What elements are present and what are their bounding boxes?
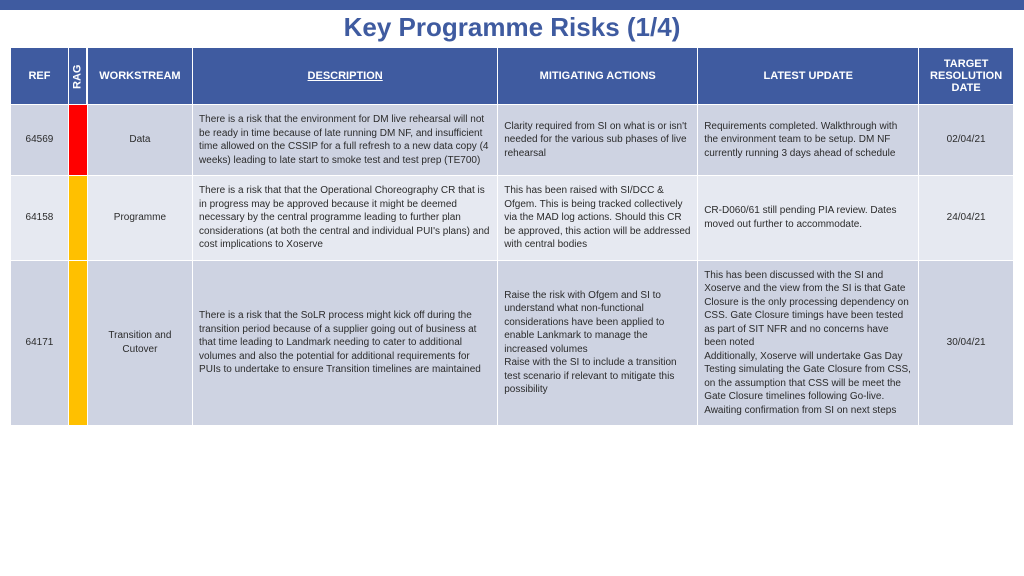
risks-table: REF RAG WORKSTREAM DESCRIPTION MITIGATIN… — [10, 47, 1014, 426]
cell-description: There is a risk that the environment for… — [193, 105, 498, 176]
cell-update: CR-D060/61 still pending PIA review. Dat… — [698, 176, 919, 261]
cell-rag — [68, 260, 87, 426]
table-row: 64158 ProgrammeThere is a risk that that … — [11, 176, 1014, 261]
cell-ref: 64569 — [11, 105, 69, 176]
cell-mitigating: Raise the risk with Ofgem and SI to unde… — [498, 260, 698, 426]
cell-mitigating: This has been raised with SI/DCC & Ofgem… — [498, 176, 698, 261]
col-date: TARGET RESOLUTION DATE — [919, 48, 1014, 105]
cell-rag — [68, 176, 87, 261]
cell-ref: 64171 — [11, 260, 69, 426]
cell-mitigating: Clarity required from SI on what is or i… — [498, 105, 698, 176]
cell-workstream: Programme — [87, 176, 192, 261]
table-row: 64171 Transition and CutoverThere is a ri… — [11, 260, 1014, 426]
cell-description: There is a risk that the SoLR process mi… — [193, 260, 498, 426]
cell-description: There is a risk that that the Operationa… — [193, 176, 498, 261]
table-row: 64569 DataThere is a risk that the enviro… — [11, 105, 1014, 176]
cell-workstream: Data — [87, 105, 192, 176]
cell-rag — [68, 105, 87, 176]
col-rag: RAG — [68, 48, 87, 105]
cell-date: 30/04/21 — [919, 260, 1014, 426]
cell-ref: 64158 — [11, 176, 69, 261]
col-workstream: WORKSTREAM — [87, 48, 192, 105]
page-title: Key Programme Risks (1/4) — [0, 10, 1024, 47]
cell-date: 24/04/21 — [919, 176, 1014, 261]
cell-date: 02/04/21 — [919, 105, 1014, 176]
col-description: DESCRIPTION — [193, 48, 498, 105]
col-mitigating: MITIGATING ACTIONS — [498, 48, 698, 105]
col-update: LATEST UPDATE — [698, 48, 919, 105]
table-header-row: REF RAG WORKSTREAM DESCRIPTION MITIGATIN… — [11, 48, 1014, 105]
cell-update: This has been discussed with the SI and … — [698, 260, 919, 426]
cell-workstream: Transition and Cutover — [87, 260, 192, 426]
cell-update: Requirements completed. Walkthrough with… — [698, 105, 919, 176]
col-ref: REF — [11, 48, 69, 105]
top-bar — [0, 0, 1024, 10]
